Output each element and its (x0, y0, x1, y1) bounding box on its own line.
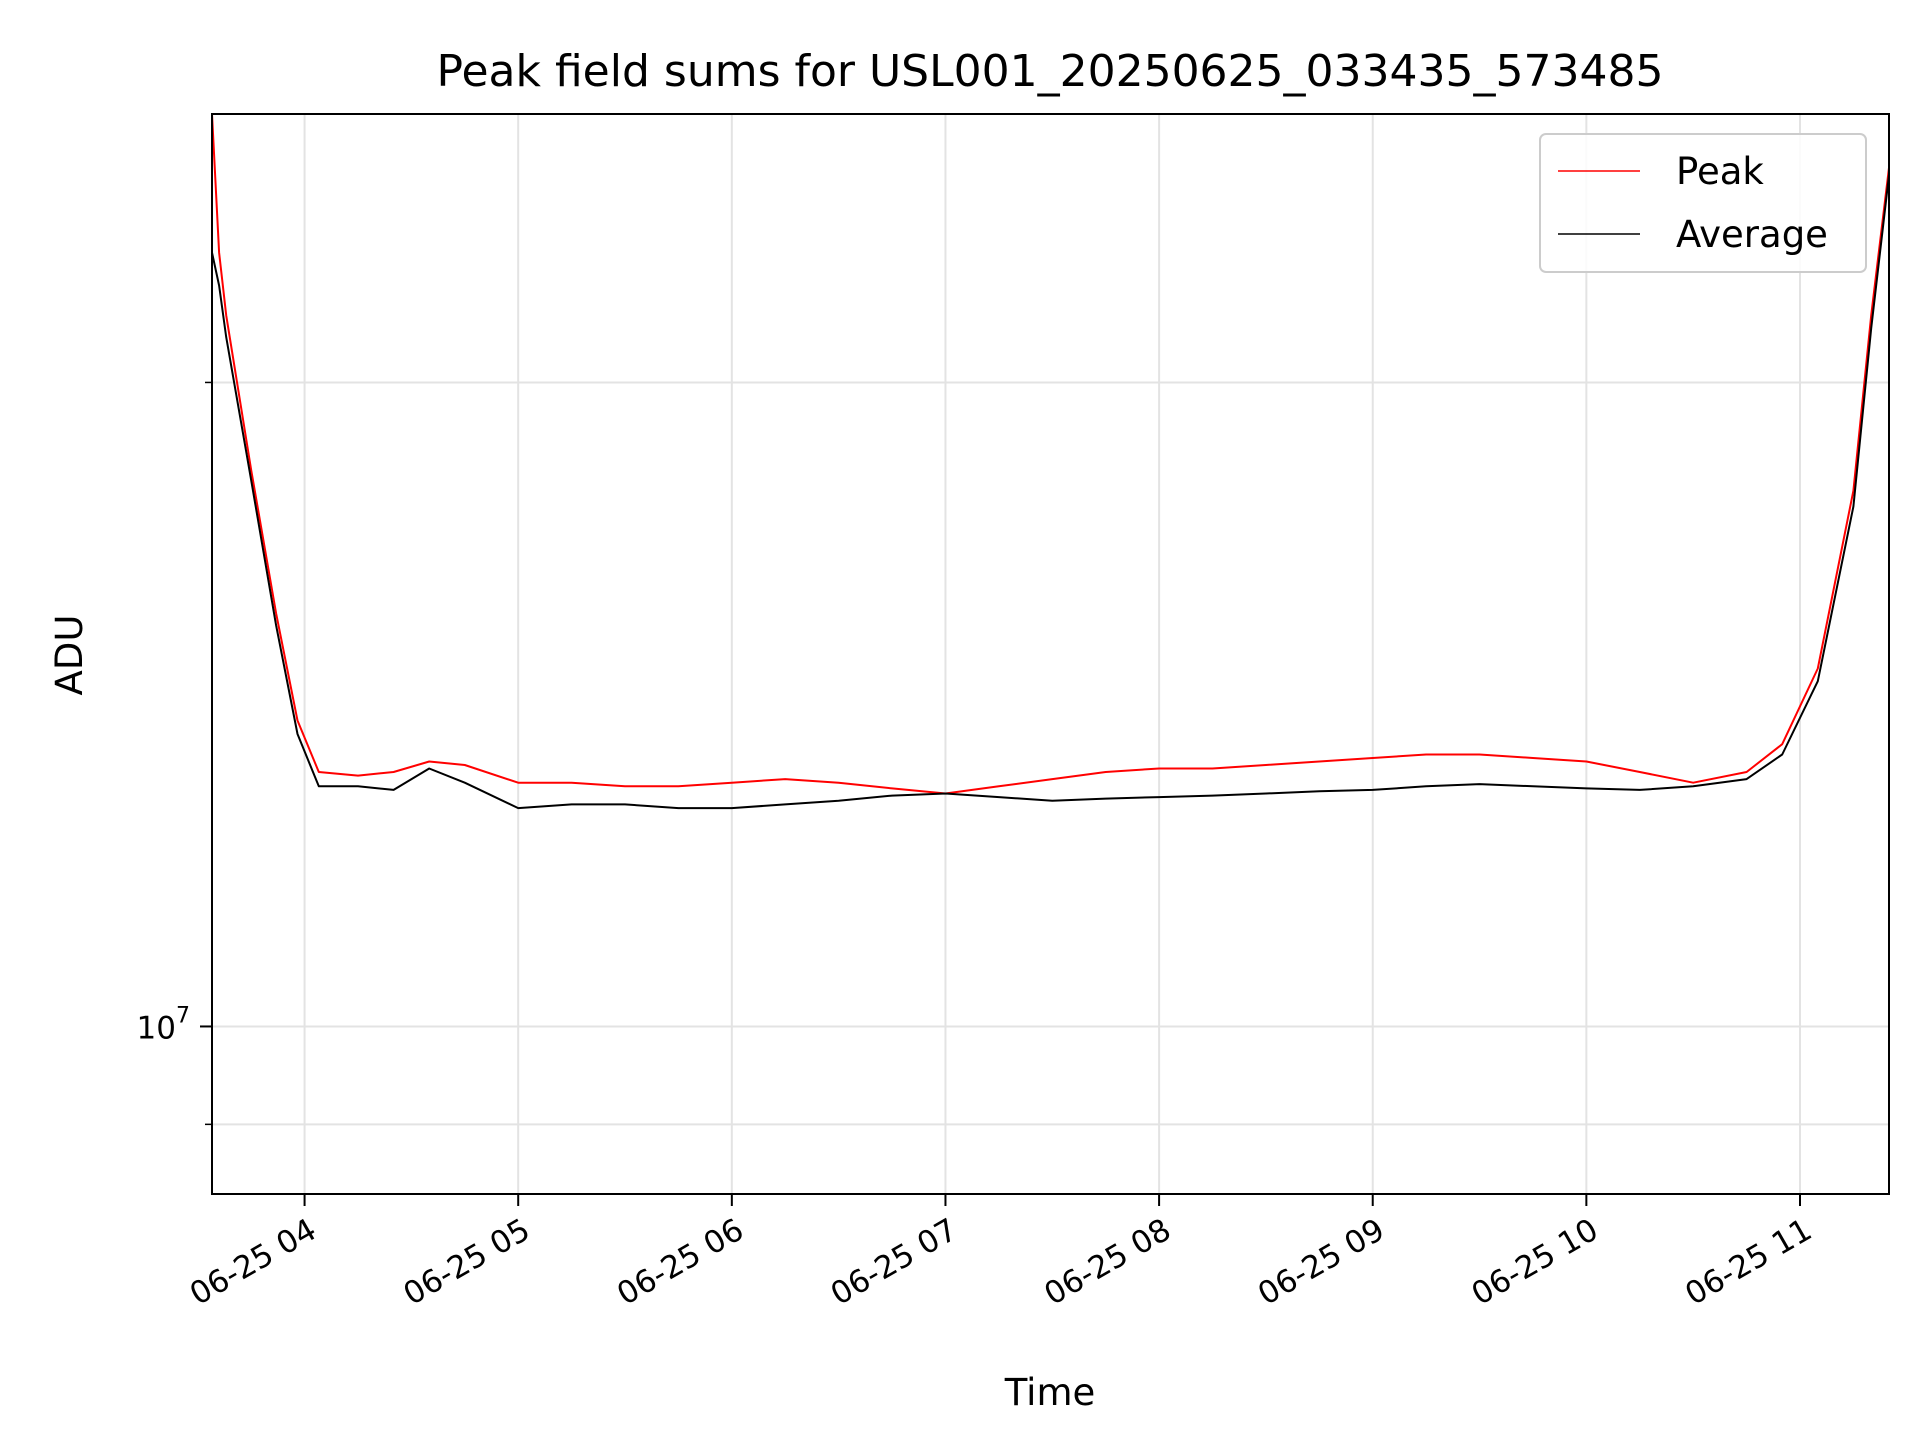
chart-title: Peak field sums for USL001_20250625_0334… (437, 46, 1664, 97)
y-tick-label: 107 (137, 1003, 190, 1046)
legend-box (1539, 133, 1867, 273)
y-tick-exponent: 7 (176, 1003, 190, 1028)
series-line-average (212, 174, 1889, 810)
series-line-peak (212, 114, 1889, 795)
y-tick-base: 10 (137, 1010, 176, 1046)
legend: Peak Average (1539, 133, 1867, 273)
legend-label-average: Average (1676, 213, 1828, 256)
plot-frame (211, 113, 1890, 1195)
x-axis-label: Time (1004, 1371, 1096, 1414)
grid (212, 114, 1889, 1194)
legend-label-peak: Peak (1676, 150, 1764, 193)
y-axis-label: ADU (48, 615, 91, 696)
series-layer (212, 114, 1889, 810)
plot-area (212, 114, 1889, 1194)
